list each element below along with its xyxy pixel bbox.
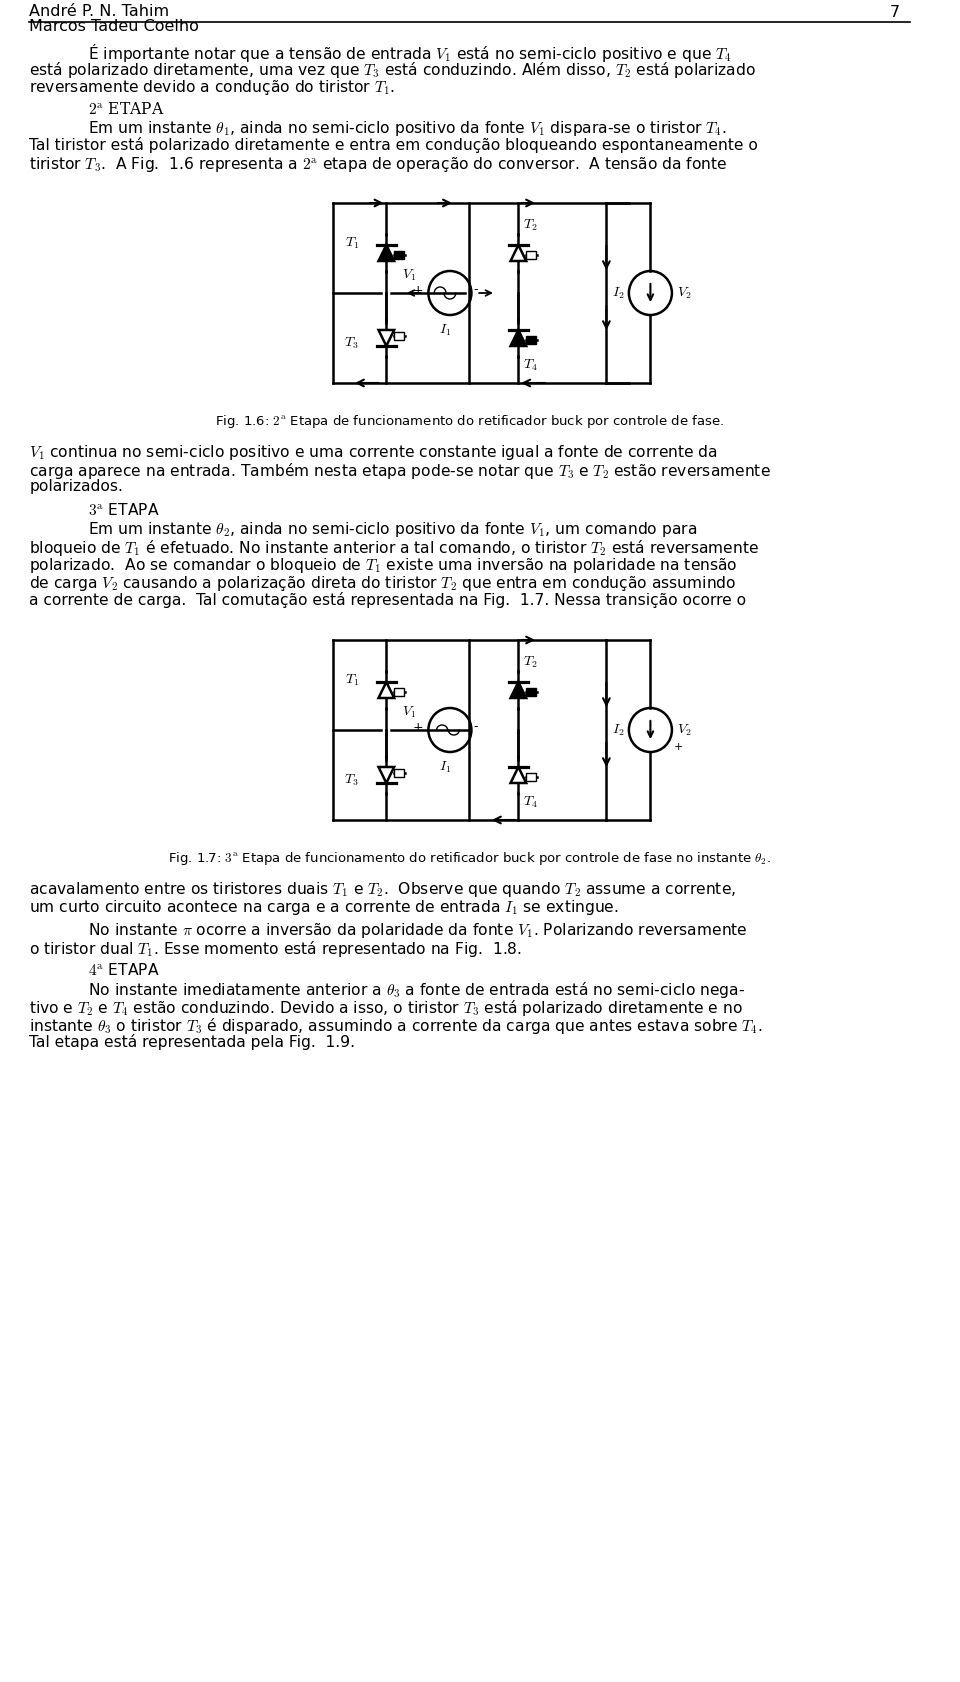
Text: reversamente devido a condução do tiristor $T_1$.: reversamente devido a condução do tirist… [30, 77, 396, 98]
FancyBboxPatch shape [526, 336, 536, 345]
Text: $I_2$: $I_2$ [612, 722, 624, 738]
Text: Fig. 1.7: $3^\mathrm{a}$ Etapa de funcionamento do retificador buck por controle: Fig. 1.7: $3^\mathrm{a}$ Etapa de funcio… [168, 849, 771, 866]
Text: -: - [473, 284, 478, 296]
Text: Em um instante $\theta_2$, ainda no semi-ciclo positivo da fonte $V_1$, um coman: Em um instante $\theta_2$, ainda no semi… [88, 520, 697, 538]
Polygon shape [378, 681, 395, 698]
Text: instante $\theta_3$ o tiristor $T_3$ é disparado, assumindo a corrente da carga : instante $\theta_3$ o tiristor $T_3$ é d… [30, 1016, 763, 1036]
FancyBboxPatch shape [395, 688, 403, 696]
Text: Fig. 1.6: $2^\mathrm{a}$ Etapa de funcionamento do retificador buck por controle: Fig. 1.6: $2^\mathrm{a}$ Etapa de funcio… [215, 414, 724, 431]
Text: 7: 7 [890, 5, 900, 20]
Text: $T_2$: $T_2$ [523, 654, 538, 669]
FancyBboxPatch shape [526, 688, 536, 696]
Text: $T_4$: $T_4$ [523, 796, 538, 811]
Text: $V_2$: $V_2$ [677, 722, 691, 738]
Text: +: + [413, 720, 423, 733]
Text: $V_1$: $V_1$ [401, 267, 416, 283]
Polygon shape [511, 767, 526, 784]
Text: $V_1$: $V_1$ [401, 705, 416, 720]
Text: $V_2$: $V_2$ [677, 286, 691, 301]
Text: $I_1$: $I_1$ [439, 323, 451, 338]
Text: está polarizado diretamente, uma vez que $T_3$ está conduzindo. Além disso, $T_2: está polarizado diretamente, uma vez que… [30, 61, 756, 81]
Text: $I_2$: $I_2$ [612, 286, 624, 301]
Text: carga aparece na entrada. Também nesta etapa pode-se notar que $T_3$ e $T_2$ est: carga aparece na entrada. Também nesta e… [30, 461, 771, 481]
Text: um curto circuito acontece na carga e a corrente de entrada $I_1$ se extingue.: um curto circuito acontece na carga e a … [30, 898, 619, 917]
Polygon shape [378, 767, 395, 784]
Text: -: - [473, 720, 478, 733]
Text: o tiristor dual $T_1$. Esse momento está representado na Fig.  1.8.: o tiristor dual $T_1$. Esse momento está… [30, 939, 522, 959]
Polygon shape [511, 681, 526, 698]
Text: +: + [674, 742, 684, 752]
Text: $T_1$: $T_1$ [345, 235, 359, 251]
Text: É importante notar que a tensão de entrada $V_1$ está no semi-ciclo positivo e q: É importante notar que a tensão de entra… [88, 42, 732, 64]
Text: $T_2$: $T_2$ [523, 217, 538, 234]
Text: polarizado.  Ao se comandar o bloqueio de $T_1$ existe uma inversão na polaridad: polarizado. Ao se comandar o bloqueio de… [30, 557, 738, 575]
Text: Em um instante $\theta_1$, ainda no semi-ciclo positivo da fonte $V_1$ dispara-s: Em um instante $\theta_1$, ainda no semi… [88, 119, 727, 138]
Text: $T_3$: $T_3$ [345, 335, 359, 350]
Text: $T_3$: $T_3$ [345, 772, 359, 787]
Text: tiristor $T_3$.  A Fig.  1.6 representa a $2^{\mathrm{a}}$ etapa de operação do : tiristor $T_3$. A Fig. 1.6 representa a … [30, 155, 728, 173]
Text: Tal etapa está representada pela Fig.  1.9.: Tal etapa está representada pela Fig. 1.… [30, 1034, 355, 1050]
Text: Tal tiristor está polarizado diretamente e entra em condução bloqueando espontan: Tal tiristor está polarizado diretamente… [30, 136, 758, 153]
Text: $V_1$ continua no semi-ciclo positivo e uma corrente constante igual a fonte de : $V_1$ continua no semi-ciclo positivo e … [30, 442, 718, 463]
Polygon shape [378, 246, 395, 261]
Text: tivo e $T_2$ e $T_4$ estão conduzindo. Devido a isso, o tiristor $T_3$ está pola: tivo e $T_2$ e $T_4$ estão conduzindo. D… [30, 997, 743, 1018]
Text: $2^{\mathrm{a}}$ ETAPA: $2^{\mathrm{a}}$ ETAPA [88, 101, 164, 118]
FancyBboxPatch shape [395, 769, 403, 777]
Text: No instante imediatamente anterior a $\theta_3$ a fonte de entrada está no semi-: No instante imediatamente anterior a $\t… [88, 981, 745, 1001]
FancyBboxPatch shape [526, 251, 536, 259]
Polygon shape [378, 330, 395, 346]
FancyBboxPatch shape [526, 774, 536, 782]
Polygon shape [511, 330, 526, 346]
Text: a corrente de carga.  Tal comutação está representada na Fig.  1.7. Nessa transi: a corrente de carga. Tal comutação está … [30, 592, 747, 607]
Text: bloqueio de $T_1$ é efetuado. No instante anterior a tal comando, o tiristor $T_: bloqueio de $T_1$ é efetuado. No instant… [30, 538, 759, 558]
Text: acavalamento entre os tiristores duais $T_1$ e $T_2$.  Observe que quando $T_2$ : acavalamento entre os tiristores duais $… [30, 880, 736, 898]
Text: André P. N. Tahim: André P. N. Tahim [30, 3, 170, 19]
FancyBboxPatch shape [395, 331, 403, 340]
Text: polarizados.: polarizados. [30, 479, 123, 495]
Text: $3^{\mathrm{a}}$ ETAPA: $3^{\mathrm{a}}$ ETAPA [88, 501, 159, 518]
Polygon shape [511, 246, 526, 261]
Text: Marcos Tadeu Coelho: Marcos Tadeu Coelho [30, 19, 200, 34]
FancyBboxPatch shape [395, 251, 403, 259]
Text: +: + [413, 284, 423, 296]
Text: $I_1$: $I_1$ [439, 760, 451, 775]
Text: No instante $\pi$ ocorre a inversão da polaridade da fonte $V_1$. Polarizando re: No instante $\pi$ ocorre a inversão da p… [88, 922, 748, 940]
Text: de carga $V_2$ causando a polarização direta do tiristor $T_2$ que entra em cond: de carga $V_2$ causando a polarização di… [30, 574, 736, 594]
Text: $T_1$: $T_1$ [345, 673, 359, 688]
Text: $4^{\mathrm{a}}$ ETAPA: $4^{\mathrm{a}}$ ETAPA [88, 962, 159, 977]
Text: $T_4$: $T_4$ [523, 358, 538, 373]
